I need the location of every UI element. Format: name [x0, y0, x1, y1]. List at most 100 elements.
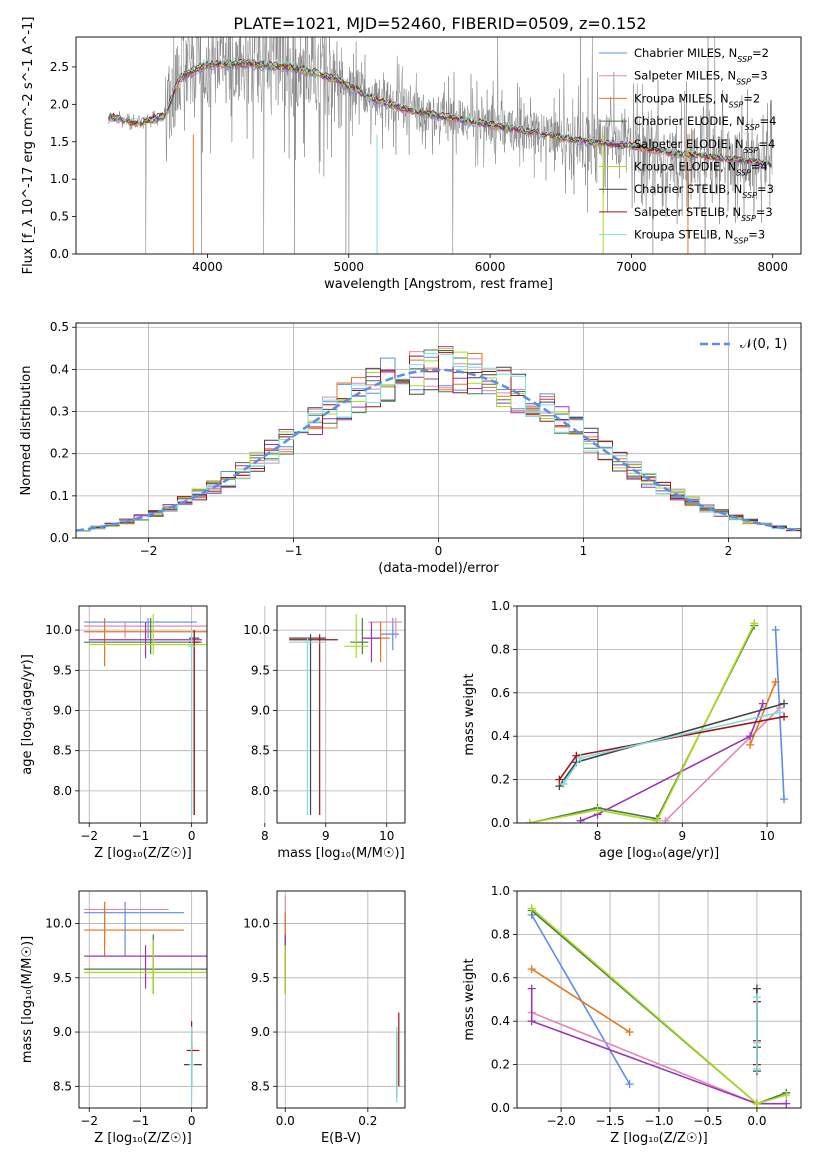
weight-marker [780, 712, 789, 721]
x-tick-label: 8 [594, 829, 602, 843]
axes-frame [78, 605, 208, 824]
legend-label: Chabrier ELODIE, NSSP=4 [634, 114, 776, 132]
y-tick-label: 0.8 [491, 642, 510, 656]
x-tick-label: 0 [435, 544, 443, 558]
weight-marker [572, 751, 581, 760]
y-tick-label: 0.0 [491, 816, 510, 830]
legend-label: Kroupa STELIB, NSSP=3 [634, 228, 765, 246]
weight-marker [771, 677, 780, 686]
legend-label: Kroupa ELODIE, NSSP=4 [634, 160, 768, 178]
weight-marker [576, 753, 585, 762]
x-axis-label: age [log₁₀(age/yr)] [599, 846, 720, 861]
y-axis-label: mass [log₁₀(M/M☉)] [20, 936, 35, 1063]
y-tick-label: 10.0 [243, 917, 270, 931]
weight-marker [652, 816, 661, 823]
panel-residuals: −2 −1 0 1 2 0.0 0.1 0.2 0.3 0.4 0.5 (data-model)/er… [19, 320, 802, 576]
y-tick-label: 2.0 [50, 97, 69, 111]
legend-label: Chabrier MILES, NSSP=2 [634, 46, 769, 64]
weight-line-2 [749, 681, 777, 746]
weight-marker [527, 984, 536, 993]
legend-label: Salpeter ELODIE, NSSP=4 [634, 137, 775, 155]
weight-marker [525, 819, 534, 823]
y-tick-label: 0.2 [50, 447, 69, 461]
y-tick-label: 0.5 [50, 320, 69, 334]
y-tick-label: 8.0 [53, 784, 72, 798]
x-tick-label: 5000 [333, 260, 364, 274]
y-axis-label: Flux [f_λ 10^-17 erg cm^-2 s^-1 A^-1] [21, 17, 36, 275]
weight-marker [750, 619, 759, 628]
x-tick-label: 0.2 [358, 1114, 377, 1128]
weight-marker [752, 984, 761, 993]
y-tick-label: 0.6 [491, 686, 510, 700]
y-axis-label: Normed distribution [19, 366, 34, 496]
x-tick-label: 6000 [475, 260, 506, 274]
x-tick-label: 8 [261, 829, 269, 843]
y-tick-label: 0.0 [50, 531, 69, 545]
panel-mass-vs-EBV: 0.0 0.2 8.5 9.0 9.5 10.0 E(B-V) [243, 890, 406, 1146]
y-tick-label: 9.5 [53, 971, 72, 985]
x-axis-label: Z [log₁₀(Z/Z☉)] [610, 1131, 707, 1146]
residual-histogram-8 [76, 353, 801, 532]
y-tick-label: 8.5 [53, 744, 72, 758]
y-axis-label: mass weight [462, 958, 477, 1040]
x-tick-label: 1 [580, 544, 588, 558]
y-tick-label: 8.5 [251, 744, 270, 758]
panel-age-vs-Z: −2 −1 0 8.0 8.5 9.0 9.5 10.0 Z [log₁₀(Z/Z☉)] age … [20, 605, 208, 861]
weight-marker [752, 1099, 761, 1108]
axes-frame [276, 890, 406, 1109]
x-axis-label: Z [log₁₀(Z/Z☉)] [94, 1131, 191, 1146]
weight-marker [782, 1099, 791, 1108]
x-tick-label: −2.0 [546, 1114, 575, 1128]
y-tick-label: 1.0 [491, 884, 510, 898]
y-tick-label: 0.4 [50, 362, 69, 376]
legend-label: 𝒩(0, 1) [740, 337, 787, 352]
weight-marker [771, 625, 780, 634]
observed-spectrum [108, 37, 773, 254]
weight-marker [746, 740, 755, 749]
axes-frame [276, 605, 406, 824]
y-tick-label: 0.2 [491, 1058, 510, 1072]
y-tick-label: 0.1 [50, 489, 69, 503]
model-spectrum-8 [108, 57, 772, 166]
weight-marker [661, 816, 670, 823]
legend-label: Chabrier STELIB, NSSP=3 [634, 182, 774, 200]
y-tick-label: 0.5 [50, 210, 69, 224]
weight-marker [758, 699, 767, 708]
x-axis-label: (data-model)/error [378, 561, 499, 576]
weight-marker [559, 779, 568, 788]
axes-frame [75, 322, 802, 539]
y-tick-label: 10.0 [45, 917, 72, 931]
y-tick-label: 1.5 [50, 135, 69, 149]
x-tick-label: −2 [140, 544, 158, 558]
weight-line-0 [531, 914, 631, 1085]
legend-label: Salpeter MILES, NSSP=3 [634, 69, 768, 87]
weight-line-1 [664, 707, 781, 822]
weight-line-3 [529, 625, 756, 823]
plot-area [76, 346, 801, 532]
x-tick-label: 10 [759, 829, 774, 843]
x-tick-label: 10 [379, 829, 394, 843]
weight-marker [780, 699, 789, 708]
weight-marker [527, 1017, 536, 1026]
y-axis-label: age [log₁₀(age/yr)] [20, 654, 35, 775]
x-tick-label: −2 [80, 829, 98, 843]
weight-line-1 [531, 1011, 758, 1105]
y-tick-label: 8.5 [251, 1079, 270, 1093]
residual-histogram-7 [76, 352, 801, 532]
weight-line-2 [531, 968, 631, 1033]
y-tick-label: 8.5 [53, 1079, 72, 1093]
y-tick-label: 0.0 [491, 1101, 510, 1115]
x-tick-label: −1 [132, 1114, 150, 1128]
weight-marker [625, 1028, 634, 1037]
weight-marker [625, 1080, 634, 1089]
legend: Chabrier MILES, NSSP=2 Salpeter MILES, NS… [599, 46, 776, 245]
weight-line-4 [580, 703, 764, 822]
plot-area [527, 904, 791, 1108]
weight-marker [576, 816, 585, 823]
legend-label: Salpeter STELIB, NSSP=3 [634, 205, 773, 223]
y-tick-label: 9.5 [53, 663, 72, 677]
x-tick-label: −1.5 [595, 1114, 624, 1128]
plot-area [108, 37, 773, 254]
y-tick-label: 10.0 [45, 623, 72, 637]
